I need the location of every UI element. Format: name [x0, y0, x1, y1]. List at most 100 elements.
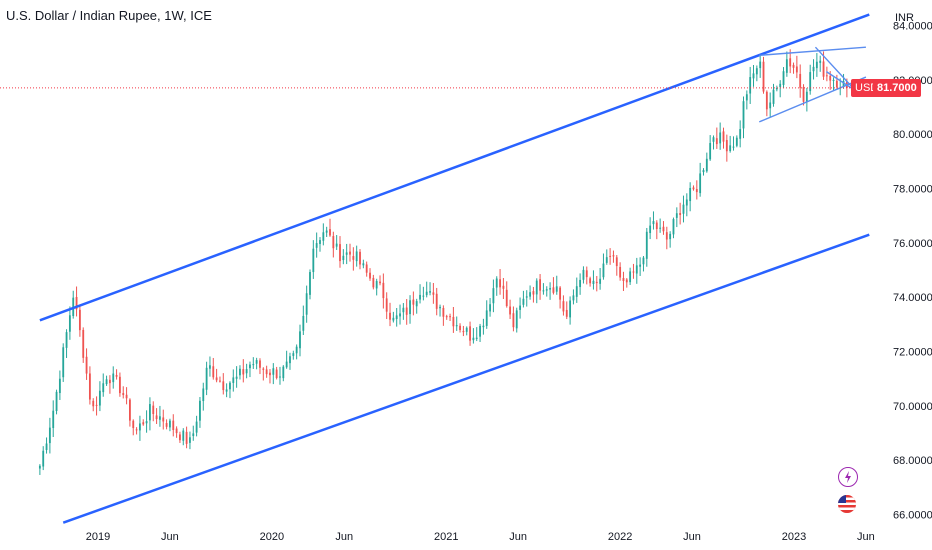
candle-body [802, 86, 805, 102]
candle-body [589, 278, 592, 284]
price-tick-label: 78.0000 [893, 183, 932, 195]
candle-body [762, 61, 765, 92]
candle-body [725, 140, 728, 152]
candle-body [122, 393, 125, 396]
candle-body [342, 255, 345, 261]
candle-body [335, 243, 338, 247]
time-tick-label: 2020 [260, 531, 284, 543]
candle-body [605, 257, 608, 263]
candle-body [45, 443, 48, 451]
candle-body [315, 243, 318, 248]
candle-body [402, 307, 405, 313]
candle-body [212, 366, 215, 378]
candle-body [295, 346, 298, 354]
candle-body [769, 102, 772, 109]
candle-body [75, 296, 78, 310]
candle-body [259, 360, 261, 368]
channel-upper-line[interactable] [39, 13, 870, 322]
candle-body [815, 61, 818, 69]
candle-body [302, 315, 305, 331]
candle-body [675, 213, 678, 218]
candle-body [689, 187, 692, 202]
candle-body [445, 316, 448, 318]
lightning-icon[interactable] [838, 467, 858, 487]
triangle-top-line[interactable] [759, 46, 866, 57]
candle-body [569, 300, 572, 318]
candle-body [185, 431, 188, 444]
candle-body [752, 73, 755, 79]
candle-body [482, 325, 485, 328]
candle-body [255, 360, 258, 364]
candle-body [729, 145, 732, 151]
candle-body [329, 229, 331, 236]
channel-lower-line[interactable] [62, 233, 870, 524]
candle-body [269, 372, 271, 376]
candle-body [65, 332, 68, 348]
price-tick-label: 84.0000 [893, 20, 932, 32]
candle-body [345, 252, 348, 255]
candle-body [242, 369, 245, 375]
candle-body [805, 91, 808, 102]
candle-body [489, 304, 491, 312]
price-tick-label: 68.0000 [893, 455, 932, 467]
candle-body [275, 369, 278, 378]
candle-body [745, 94, 748, 101]
price-axis[interactable]: INR 84.000082.000080.000078.000076.00007… [893, 12, 932, 522]
candle-body [582, 269, 585, 280]
candle-body [615, 257, 618, 267]
candle-body [732, 146, 735, 148]
candle-body [392, 317, 395, 321]
trendline-drawings[interactable] [39, 13, 870, 524]
candle-body [149, 404, 151, 421]
candle-body [135, 429, 138, 431]
candle-body [669, 233, 672, 240]
candle-body [459, 325, 461, 331]
candle-body [825, 75, 828, 77]
candle-body [782, 71, 785, 85]
candle-body [685, 199, 688, 206]
candle-body [182, 430, 185, 441]
candle-body [799, 73, 802, 88]
candle-body [795, 66, 798, 73]
time-tick-label: Jun [335, 531, 353, 543]
candle-body [652, 221, 655, 225]
candle-body [822, 61, 825, 77]
candle-body [305, 293, 308, 315]
candle-body [485, 310, 488, 326]
price-tick-label: 76.0000 [893, 238, 932, 250]
time-axis[interactable]: 2019 Jun 2020 Jun 2021 Jun 2022 Jun 2023 Jun [86, 531, 875, 543]
candle-body [509, 306, 511, 315]
candle-body [112, 373, 115, 383]
candle-body [772, 89, 775, 104]
triangle-mid-line[interactable] [826, 71, 856, 92]
candle-body [792, 64, 795, 68]
candle-body [159, 416, 161, 420]
candle-body [382, 282, 385, 299]
candle-body [629, 271, 632, 283]
candle-body [619, 266, 622, 278]
candle-body [232, 377, 235, 383]
candle-body [809, 72, 812, 92]
candle-body [585, 270, 588, 278]
candle-body [599, 278, 602, 284]
candle-body [62, 347, 65, 378]
candle-body [289, 356, 291, 364]
candle-body [625, 279, 628, 283]
candle-body [229, 382, 231, 390]
candle-body [95, 404, 98, 406]
triangle-base-line[interactable] [758, 76, 867, 123]
candle-body [635, 265, 638, 274]
candle-body [765, 91, 768, 110]
candle-body [369, 272, 371, 279]
time-tick-label: 2022 [608, 531, 632, 543]
triangle-descending-line[interactable] [814, 46, 856, 92]
candle-body [835, 80, 838, 88]
us-flag-icon[interactable] [838, 495, 856, 513]
candle-body [85, 356, 88, 374]
candle-body [449, 316, 451, 318]
candle-body [832, 79, 835, 81]
candle-body [645, 231, 648, 259]
candle-body [162, 417, 165, 422]
last-price-badge: 81.7000 [873, 78, 921, 97]
